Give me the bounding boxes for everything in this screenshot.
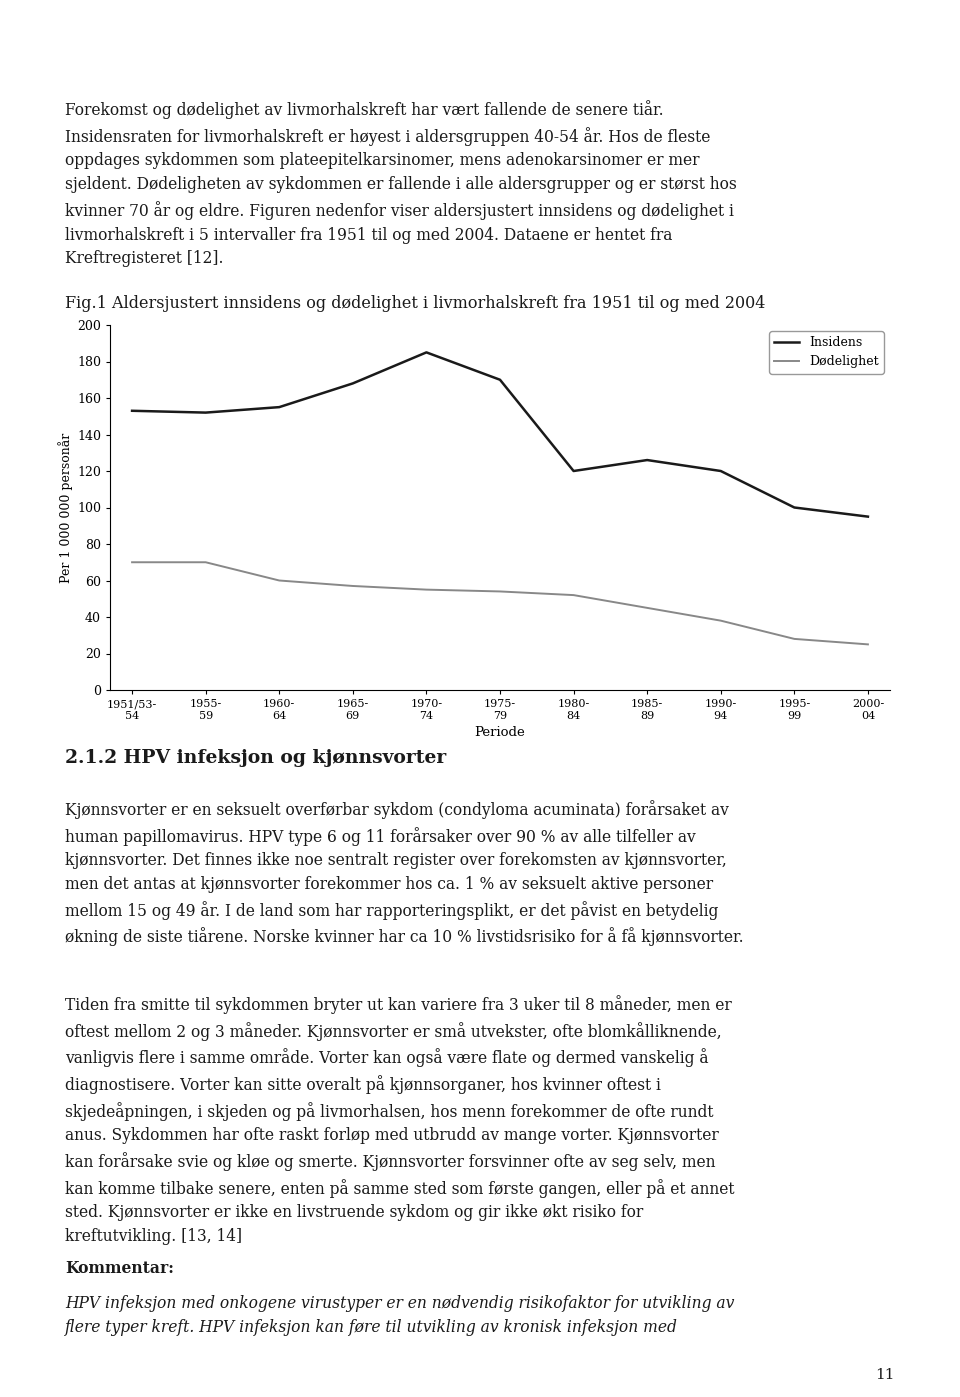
Text: Fig.1 Aldersjustert innsidens og dødelighet i livmorhalskreft fra 1951 til og me: Fig.1 Aldersjustert innsidens og dødelig…: [65, 295, 765, 312]
Text: Tiden fra smitte til sykdommen bryter ut kan variere fra 3 uker til 8 måneder, m: Tiden fra smitte til sykdommen bryter ut…: [65, 995, 734, 1245]
Legend: Insidens, Dødelighet: Insidens, Dødelighet: [769, 331, 884, 373]
Text: Kommentar:: Kommentar:: [65, 1260, 174, 1277]
X-axis label: Periode: Periode: [474, 726, 525, 739]
Y-axis label: Per 1 000 000 personår: Per 1 000 000 personår: [58, 433, 73, 583]
Text: 11: 11: [876, 1368, 895, 1382]
Text: Kjønnsvorter er en seksuelt overførbar sykdom (condyloma acuminata) forårsaket a: Kjønnsvorter er en seksuelt overførbar s…: [65, 800, 744, 946]
Text: Forekomst og dødelighet av livmorhalskreft har vært fallende de senere tiår.
Ins: Forekomst og dødelighet av livmorhalskre…: [65, 101, 736, 267]
Text: HPV infeksjon med onkogene virustyper er en nødvendig risikofaktor for utvikling: HPV infeksjon med onkogene virustyper er…: [65, 1295, 734, 1336]
Text: 2.1.2 HPV infeksjon og kjønnsvorter: 2.1.2 HPV infeksjon og kjønnsvorter: [65, 749, 446, 767]
